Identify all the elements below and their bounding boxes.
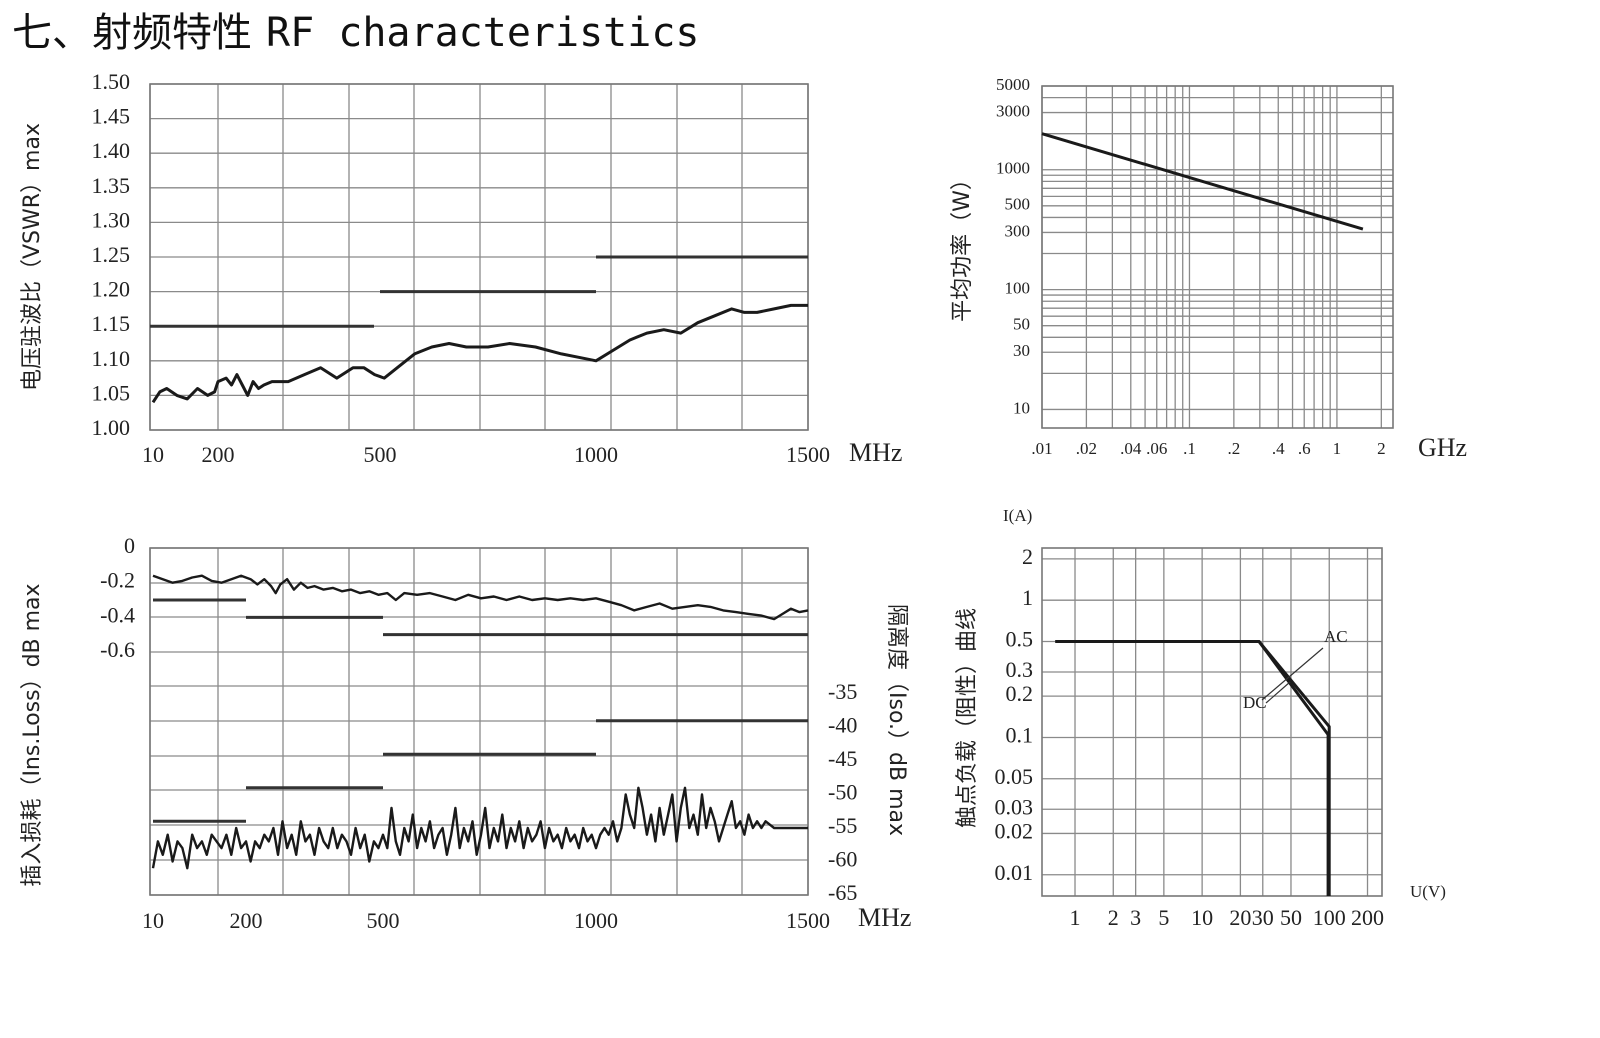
load-series-ac-label: AC xyxy=(1324,627,1348,646)
vswr-y-tick-label: 1.10 xyxy=(92,346,131,371)
vswr-y-axis-title: 电压驻波比（VSWR）max xyxy=(20,123,45,391)
vswr-x-tick-label: 1000 xyxy=(574,442,618,467)
power-x-tick-label: .06 xyxy=(1146,439,1167,458)
vswr-x-unit: MHz xyxy=(849,438,902,467)
load-x-tick-label: 20 xyxy=(1229,905,1251,930)
vswr-x-tick-label: 1500 xyxy=(786,442,830,467)
isolation-y-right-tick-label: -65 xyxy=(828,880,857,905)
load-y-tick-label: 0.05 xyxy=(995,764,1034,789)
power-y-tick-label: 300 xyxy=(1005,221,1031,240)
loss-y-left-tick-label: -0.2 xyxy=(100,568,135,593)
vswr-x-tick-label: 10 xyxy=(142,442,164,467)
power-y-tick-label: 50 xyxy=(1013,315,1030,334)
vswr-y-tick-label: 1.05 xyxy=(92,380,131,405)
load-x-tick-label: 1 xyxy=(1070,905,1081,930)
loss-x-tick-label: 1000 xyxy=(574,908,618,933)
power-x-tick-label: .01 xyxy=(1031,439,1052,458)
isolation-y-right-tick-label: -50 xyxy=(828,780,857,805)
load-dc-leader xyxy=(1265,681,1291,704)
load-y-tick-label: 0.2 xyxy=(1006,681,1034,706)
loss-x-unit: MHz xyxy=(858,903,911,932)
power-y-axis-title: 平均功率（W） xyxy=(950,168,975,322)
isolation-y-right-tick-label: -60 xyxy=(828,847,857,872)
page-title-cn: 七、射频特性 xyxy=(12,10,252,56)
power-series-line xyxy=(1041,132,1364,231)
loss-x-tick-label: 1500 xyxy=(786,908,830,933)
power-y-tick-label: 1000 xyxy=(996,159,1030,178)
vswr-y-tick-label: 1.25 xyxy=(92,242,131,267)
power-x-tick-label: .1 xyxy=(1183,439,1196,458)
loss-y-left-tick-label: -0.6 xyxy=(100,637,135,662)
loss-x-tick-label: 500 xyxy=(367,908,400,933)
load-x-tick-label: 5 xyxy=(1158,905,1169,930)
loss-x-tick-label: 10 xyxy=(142,908,164,933)
isolation-y-right-tick-label: -45 xyxy=(828,746,857,771)
isolation-y-axis-title: 隔离度（Iso.）dB max xyxy=(884,604,909,836)
vswr-y-tick-label: 1.00 xyxy=(92,415,131,440)
load-y-tick-label: 0.03 xyxy=(995,794,1034,819)
page-title: 七、射频特性 RF characteristics xyxy=(12,8,699,58)
vswr-x-tick-label: 200 xyxy=(202,442,235,467)
load-y-tick-label: 0.02 xyxy=(995,818,1034,843)
load-y-tick-label: 0.1 xyxy=(1006,723,1034,748)
vswr-y-tick-label: 1.20 xyxy=(92,277,131,302)
isolation-y-right-tick-label: -35 xyxy=(828,679,857,704)
vswr-y-tick-label: 1.40 xyxy=(92,138,131,163)
load-y-tick-label: 0.5 xyxy=(1006,627,1034,652)
load-x-tick-label: 2 xyxy=(1108,905,1119,930)
load-x-tick-label: 100 xyxy=(1313,905,1346,930)
load-y-unit: I(A) xyxy=(1003,506,1032,525)
isolation-y-right-tick-label: -55 xyxy=(828,813,857,838)
power-x-tick-label: .2 xyxy=(1227,439,1240,458)
load-frame xyxy=(1041,547,1383,897)
vswr-y-tick-label: 1.15 xyxy=(92,311,131,336)
load-x-tick-label: 3 xyxy=(1130,905,1141,930)
load-y-tick-label: 1 xyxy=(1022,585,1033,610)
load-y-tick-label: 0.01 xyxy=(995,860,1034,885)
power-x-tick-label: 2 xyxy=(1377,439,1386,458)
vswr-y-tick-label: 1.45 xyxy=(92,104,131,129)
power-y-tick-label: 100 xyxy=(1005,279,1031,298)
power-x-tick-label: .02 xyxy=(1076,439,1097,458)
page-title-en: RF characteristics xyxy=(266,10,700,56)
load-series-dc-line xyxy=(1055,640,1330,896)
power-x-tick-label: .6 xyxy=(1298,439,1311,458)
loss-series-line xyxy=(152,574,809,621)
load-x-tick-label: 50 xyxy=(1280,905,1302,930)
loss-y-axis-title: 插入损耗（Ins.Loss）dB max xyxy=(20,583,45,886)
power-frame xyxy=(1041,85,1394,429)
load-x-tick-label: 30 xyxy=(1252,905,1274,930)
power-y-tick-label: 5000 xyxy=(996,75,1030,94)
vswr-x-tick-label: 500 xyxy=(364,442,397,467)
power-x-tick-label: .04 xyxy=(1120,439,1142,458)
loss-y-left-tick-label: -0.4 xyxy=(100,602,135,627)
load-ac-leader xyxy=(1261,647,1324,701)
power-y-tick-label: 30 xyxy=(1013,341,1030,360)
power-y-tick-label: 10 xyxy=(1013,398,1030,417)
load-x-unit: U(V) xyxy=(1410,882,1446,901)
isolation-y-right-tick-label: -40 xyxy=(828,713,857,738)
load-series-dc-label: DC xyxy=(1243,693,1267,712)
isolation-series-line xyxy=(151,786,808,870)
load-y-tick-label: 0.3 xyxy=(1006,657,1034,682)
power-x-unit: GHz xyxy=(1418,433,1467,462)
vswr-y-tick-label: 1.50 xyxy=(92,69,131,94)
load-y-axis-title: 触点负载（阻性）曲线 xyxy=(955,608,980,828)
vswr-y-tick-label: 1.30 xyxy=(92,207,131,232)
power-y-tick-label: 500 xyxy=(1005,195,1031,214)
power-x-tick-label: .4 xyxy=(1272,439,1285,458)
loss-y-left-tick-label: 0 xyxy=(124,533,135,558)
load-x-tick-label: 200 xyxy=(1351,905,1384,930)
vswr-series-line xyxy=(151,303,808,404)
load-x-tick-label: 10 xyxy=(1191,905,1213,930)
power-x-tick-label: 1 xyxy=(1333,439,1342,458)
vswr-y-tick-label: 1.35 xyxy=(92,173,131,198)
load-y-tick-label: 2 xyxy=(1022,544,1033,569)
loss-x-tick-label: 200 xyxy=(230,908,263,933)
power-y-tick-label: 3000 xyxy=(996,101,1030,120)
